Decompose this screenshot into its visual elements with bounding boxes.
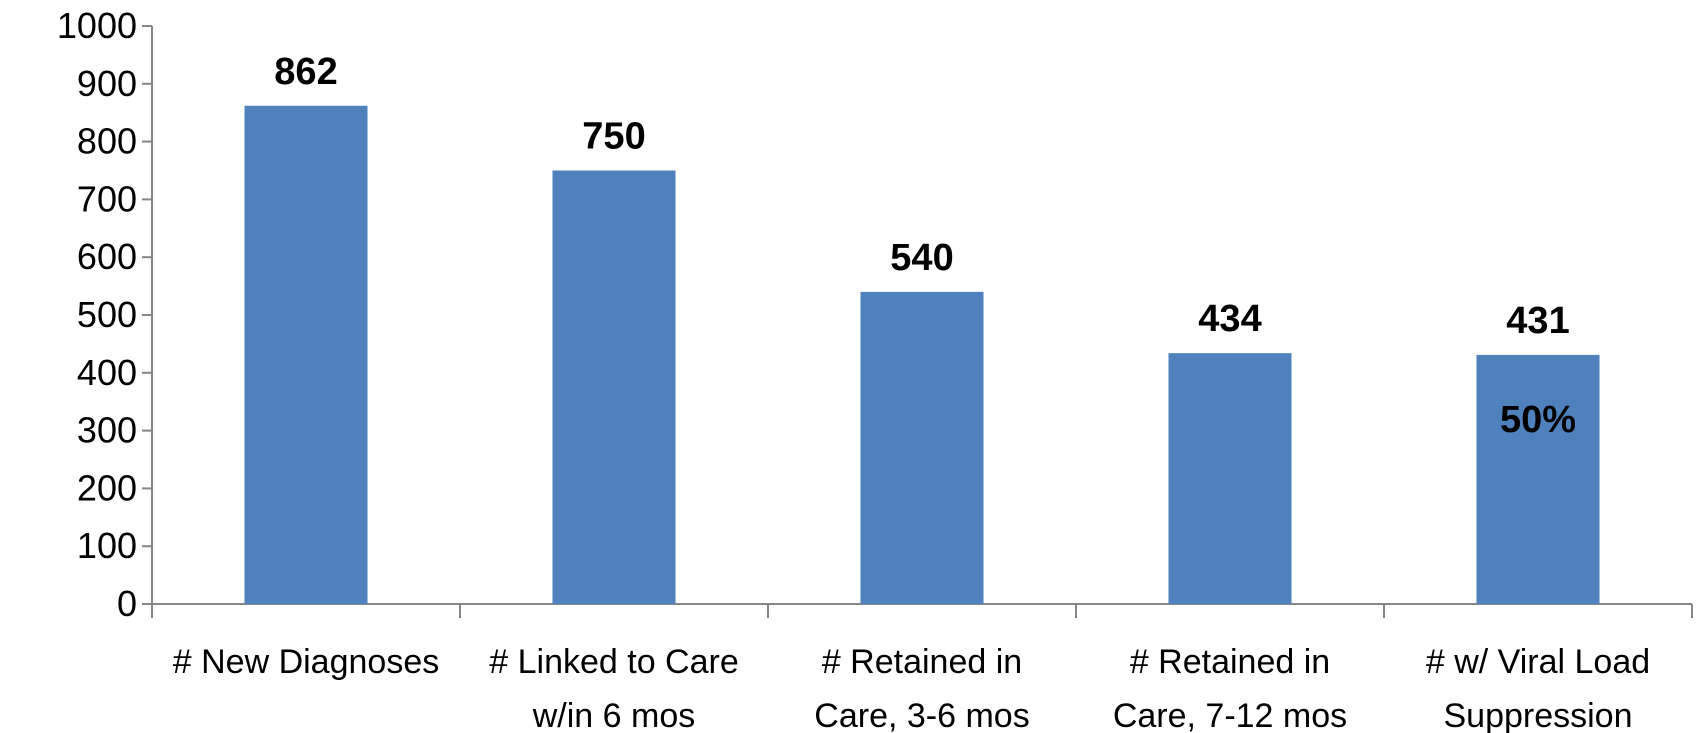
category-label-line: Care, 7-12 mos bbox=[1113, 697, 1347, 733]
bar-annotation: 50% bbox=[1500, 399, 1576, 441]
category-label-line: # Retained in bbox=[822, 643, 1022, 681]
category-label-line: # w/ Viral Load bbox=[1426, 643, 1650, 681]
y-tick-label: 800 bbox=[77, 121, 137, 162]
y-tick-label: 200 bbox=[77, 467, 137, 508]
y-tick-label: 300 bbox=[77, 410, 137, 451]
bar bbox=[860, 291, 984, 604]
category-label-line: # New Diagnoses bbox=[173, 643, 439, 681]
bar bbox=[552, 170, 676, 604]
category-label: # Linked to Care w/in 6 mos bbox=[489, 643, 739, 733]
annotations-group: 50% bbox=[1500, 399, 1576, 441]
category-labels-group: # New Diagnoses # Linked to Care w/in 6 mo… bbox=[173, 643, 1650, 733]
category-label: # Retained in Care, 3-6 mos bbox=[814, 643, 1029, 733]
data-label: 750 bbox=[582, 116, 645, 158]
category-label-line: Suppression bbox=[1443, 697, 1632, 733]
bar bbox=[1168, 353, 1292, 604]
data-label: 862 bbox=[274, 51, 337, 93]
bars-group bbox=[244, 105, 1600, 604]
category-label: # Retained in Care, 7-12 mos bbox=[1113, 643, 1347, 733]
category-label-line: # Linked to Care bbox=[489, 643, 739, 681]
category-label-line: # Retained in bbox=[1130, 643, 1330, 681]
category-label: # New Diagnoses bbox=[173, 643, 439, 681]
category-label: # w/ Viral Load Suppression bbox=[1426, 643, 1650, 733]
data-label: 431 bbox=[1506, 300, 1569, 342]
y-tick-label: 700 bbox=[77, 178, 137, 219]
y-axis: 0 100 200 300 400 500 600 700 800 900 1000 bbox=[57, 5, 153, 624]
data-label: 434 bbox=[1198, 298, 1261, 340]
bar bbox=[1476, 354, 1600, 604]
y-tick-label: 400 bbox=[77, 352, 137, 393]
data-label: 540 bbox=[890, 237, 953, 279]
y-tick-label: 900 bbox=[77, 63, 137, 104]
category-label-line: w/in 6 mos bbox=[532, 697, 696, 733]
bar bbox=[244, 105, 368, 604]
x-axis bbox=[151, 603, 1693, 618]
y-tick-label: 500 bbox=[77, 294, 137, 335]
y-tick-label: 100 bbox=[77, 525, 137, 566]
category-label-line: Care, 3-6 mos bbox=[814, 697, 1029, 733]
y-tick-label: 600 bbox=[77, 236, 137, 277]
data-labels-group: 862 750 540 434 431 bbox=[274, 51, 1569, 342]
y-tick-label: 1000 bbox=[57, 5, 137, 46]
y-tick-label: 0 bbox=[117, 583, 137, 624]
